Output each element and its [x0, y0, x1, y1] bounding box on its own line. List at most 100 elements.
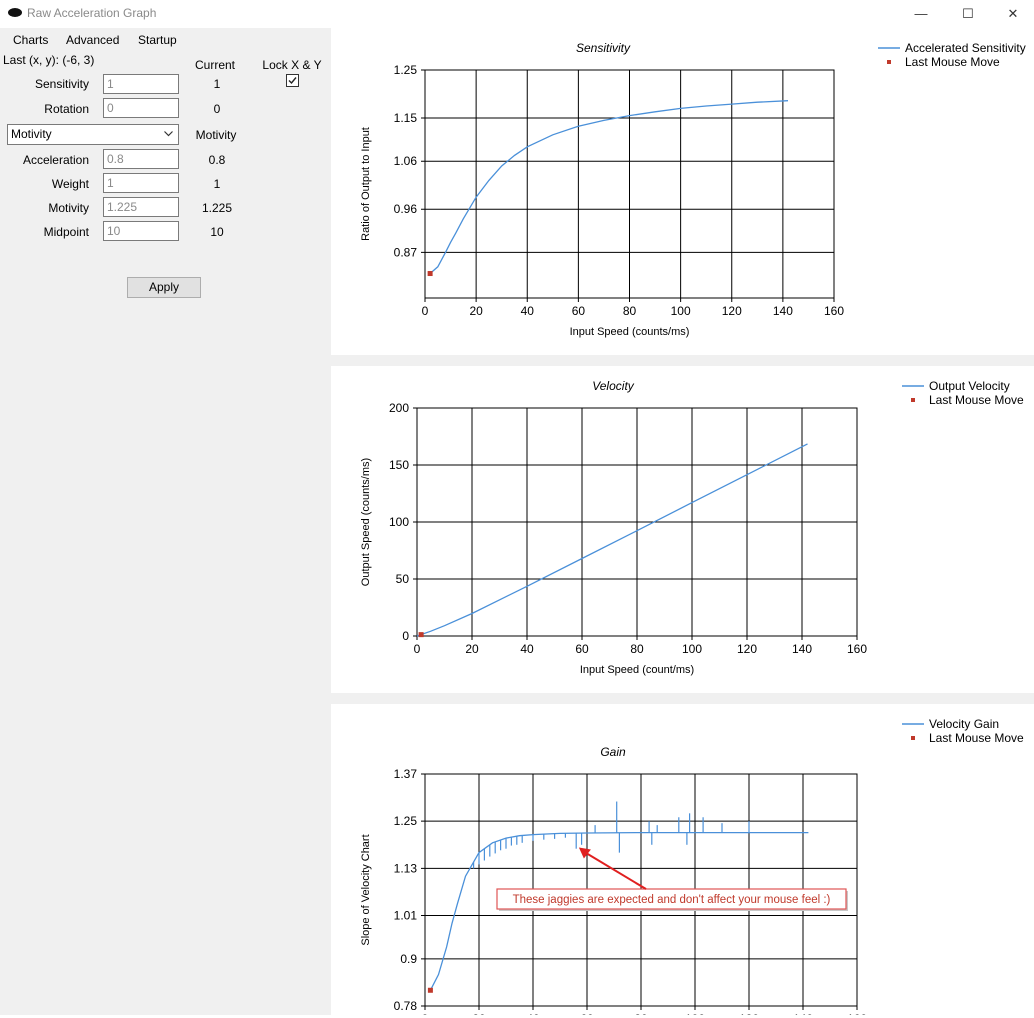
accel-type-selected: Motivity: [11, 127, 52, 141]
legend-marker-label: Last Mouse Move: [929, 731, 1024, 745]
velocity-chart: Velocity 0 20 40 60 80 100 120 140 160 0 50 100 150 20…: [360, 379, 1024, 676]
midpoint-current: 10: [210, 225, 224, 239]
legend-marker-label: Last Mouse Move: [905, 55, 1000, 69]
y-tick-label: 1.37: [394, 767, 418, 781]
x-tick-label: 120: [737, 642, 757, 656]
window-title: Raw Acceleration Graph: [27, 6, 157, 20]
y-tick-label: 0.9: [400, 952, 417, 966]
y-tick-label: 200: [389, 401, 409, 415]
y-tick-label: 150: [389, 458, 409, 472]
charts-area: Sensitivity 0 20 40 60 80 100 120 140 160 0.87 0.96…: [331, 28, 1034, 1018]
gain-chart: Gain0204060801001201401600.780.91.011.13…: [360, 717, 1024, 1018]
legend-series-label: Velocity Gain: [929, 717, 999, 731]
menu-advanced[interactable]: Advanced: [66, 33, 120, 47]
weight-label: Weight: [51, 177, 89, 191]
chart-title: Sensitivity: [576, 41, 631, 55]
x-tick-label: 60: [575, 642, 589, 656]
rotation-current: 0: [213, 102, 221, 116]
annotation-arrow-shaft: [586, 852, 647, 890]
gain-chart-panel: Gain0204060801001201401600.780.91.011.13…: [331, 704, 1034, 1018]
annotation-callout: These jaggies are expected and don't aff…: [496, 847, 848, 911]
rotation-label: Rotation: [44, 102, 89, 116]
series-line: [429, 100, 789, 274]
x-tick-label: 100: [682, 642, 702, 656]
legend-marker-label: Last Mouse Move: [929, 393, 1024, 407]
annotation-arrowhead: [578, 847, 591, 859]
checkmark-icon: [288, 77, 297, 85]
legend-marker-swatch: [911, 736, 915, 740]
y-tick-label: 1.13: [394, 861, 418, 875]
x-tick-label: 140: [773, 304, 793, 318]
acceleration-current: 0.8: [208, 153, 226, 167]
accel-type-dropdown[interactable]: Motivity: [7, 124, 179, 145]
lock-xy-label: Lock X & Y: [262, 58, 322, 72]
y-tick-label: 0.87: [394, 245, 418, 259]
x-tick-label: 0: [422, 304, 429, 318]
x-tick-label: 80: [630, 642, 644, 656]
y-axis-label: Slope of Velocity Chart: [360, 834, 372, 945]
x-tick-label: 20: [469, 304, 483, 318]
x-axis-label: Input Speed (counts/ms): [570, 326, 690, 338]
sensitivity-label: Sensitivity: [34, 77, 89, 91]
minimize-button[interactable]: —: [914, 6, 928, 21]
x-tick-label: 120: [722, 304, 742, 318]
x-tick-label: 160: [847, 642, 867, 656]
y-axis-label: Output Speed (counts/ms): [360, 458, 372, 586]
chart-title: Gain: [600, 745, 626, 759]
lock-xy-checkbox[interactable]: [286, 74, 299, 87]
y-tick-label: 1.25: [394, 814, 418, 828]
last-move-marker: [427, 987, 433, 993]
x-tick-label: 0: [414, 642, 421, 656]
x-tick-label: 40: [521, 304, 535, 318]
close-button[interactable]: ✕: [1007, 5, 1019, 21]
weight-current: 1: [213, 177, 221, 191]
motivity-input[interactable]: 1.225: [103, 197, 179, 217]
x-tick-label: 100: [671, 304, 691, 318]
y-tick-label: 1.15: [394, 111, 418, 125]
midpoint-input[interactable]: 10: [103, 221, 179, 241]
accel-type-current: Motivity: [195, 128, 237, 142]
menu-startup[interactable]: Startup: [138, 33, 177, 47]
sensitivity-input[interactable]: 1: [103, 74, 179, 94]
acceleration-label: Acceleration: [22, 153, 89, 167]
menu-charts[interactable]: Charts: [13, 33, 49, 47]
y-tick-label: 1.25: [394, 63, 418, 77]
legend-marker-swatch: [911, 398, 915, 402]
rotation-input[interactable]: 0: [103, 98, 179, 118]
y-tick-label: 1.06: [394, 154, 418, 168]
y-tick-label: 1.01: [394, 909, 418, 923]
x-tick-label: 160: [824, 304, 844, 318]
apply-button[interactable]: Apply: [127, 277, 201, 298]
x-axis-label: Input Speed (count/ms): [580, 664, 694, 676]
maximize-button[interactable]: ☐: [962, 5, 974, 21]
legend-series-label: Accelerated Sensitivity: [905, 41, 1026, 55]
x-tick-label: 40: [520, 642, 534, 656]
chart-title: Velocity: [592, 379, 635, 393]
menu-bar: Charts Advanced Startup: [0, 28, 331, 52]
x-tick-label: 60: [572, 304, 586, 318]
y-tick-label: 0: [402, 629, 409, 643]
title-bar: Raw Acceleration Graph — ☐ ✕: [0, 0, 1034, 27]
last-move-marker: [418, 632, 424, 638]
y-axis-label: Ratio of Output to Input: [360, 127, 372, 241]
y-tick-label: 100: [389, 515, 409, 529]
x-tick-label: 20: [465, 642, 479, 656]
legend-series-label: Output Velocity: [929, 379, 1010, 393]
app-logo-icon: [8, 8, 22, 17]
motivity-current: 1.225: [201, 201, 233, 215]
x-tick-label: 80: [623, 304, 637, 318]
settings-panel: Last (x, y): (-6, 3) Current Lock X & Y …: [0, 52, 331, 1015]
current-header: Current: [194, 58, 235, 72]
sensitivity-chart: Sensitivity 0 20 40 60 80 100 120 140 160 0.87 0.96…: [360, 41, 1026, 338]
annotation-box: [496, 888, 847, 910]
sensitivity-current: 1: [213, 77, 221, 91]
x-tick-label: 140: [792, 642, 812, 656]
annotation-text: These jaggies are expected and don't aff…: [513, 894, 831, 906]
y-tick-label: 0.96: [394, 202, 418, 216]
acceleration-input[interactable]: 0.8: [103, 149, 179, 169]
sensitivity-chart-panel: Sensitivity 0 20 40 60 80 100 120 140 160 0.87 0.96…: [331, 28, 1034, 355]
midpoint-label: Midpoint: [43, 225, 89, 239]
series-line: [416, 443, 808, 637]
weight-input[interactable]: 1: [103, 173, 179, 193]
velocity-chart-panel: Velocity 0 20 40 60 80 100 120 140 160 0 50 100 150 20…: [331, 366, 1034, 693]
